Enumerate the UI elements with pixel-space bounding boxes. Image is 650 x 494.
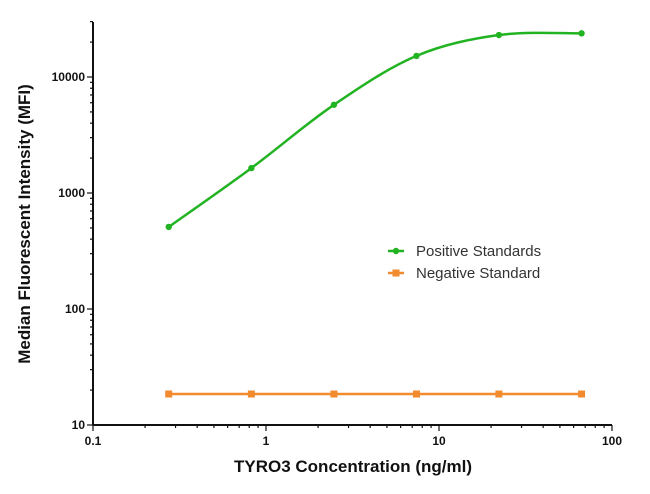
series-line-0 xyxy=(168,31,582,228)
axes: 0.1 1 10 100 10 100 1000 10000 xyxy=(52,21,622,448)
x-axis-label: TYRO3 Concentration (ng/ml) xyxy=(234,457,472,476)
data-point-positive xyxy=(578,30,585,37)
y-tick-label: 10 xyxy=(72,418,86,432)
x-tick-label: 10 xyxy=(432,434,446,448)
legend-marker-positive-dot xyxy=(392,247,400,255)
data-point-positive xyxy=(248,164,255,172)
data-point-negative xyxy=(412,390,420,398)
data-point-negative xyxy=(578,390,586,398)
y-tick-label: 100 xyxy=(65,302,85,316)
data-point-positive xyxy=(165,223,172,231)
legend-marker-negative-dot xyxy=(392,269,400,277)
data-point-positive xyxy=(495,31,503,39)
legend-label-negative: Negative Standard xyxy=(416,265,540,282)
y-axis-label: Median Fluorescent Intensity (MFI) xyxy=(15,84,34,364)
x-tick-label: 100 xyxy=(602,434,622,448)
legend: Positive Standards Negative Standard xyxy=(388,243,541,282)
data-point-negative xyxy=(165,390,173,398)
x-tick-label: 0.1 xyxy=(85,434,102,448)
data-point-negative xyxy=(495,390,503,398)
data-point-positive xyxy=(330,101,338,108)
data-point-positive xyxy=(413,52,420,60)
data-point-negative xyxy=(247,390,255,398)
y-tick-label: 10000 xyxy=(52,70,86,84)
data-point-negative xyxy=(330,390,338,398)
series-layer xyxy=(165,30,586,398)
x-tick-label: 1 xyxy=(263,434,270,448)
y-tick-label: 1000 xyxy=(58,186,85,200)
legend-label-positive: Positive Standards xyxy=(416,243,541,260)
